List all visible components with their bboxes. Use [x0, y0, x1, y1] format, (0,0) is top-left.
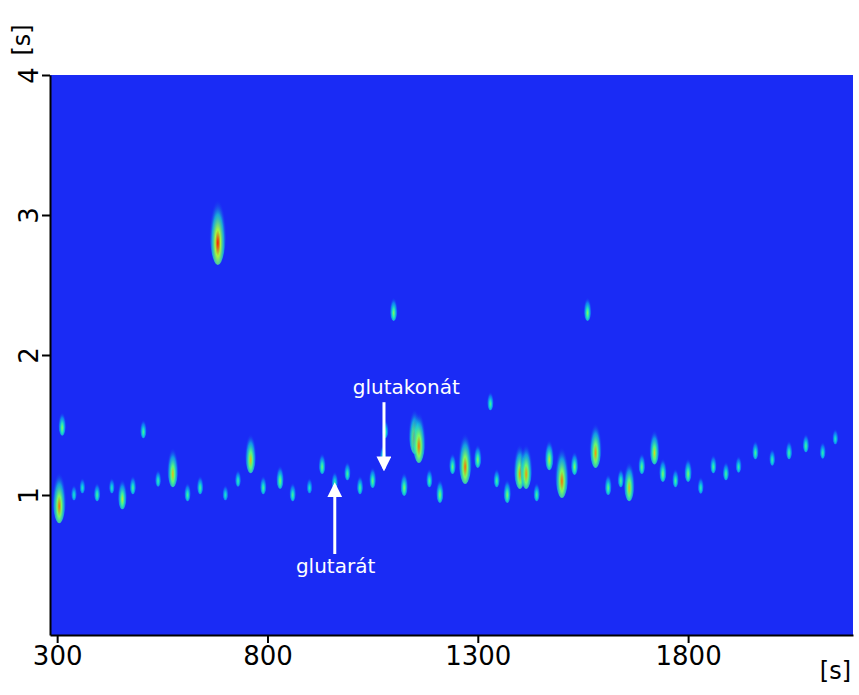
peak	[167, 434, 179, 487]
peak	[129, 469, 137, 494]
peak	[344, 455, 352, 480]
peak	[555, 430, 570, 498]
peak	[819, 436, 826, 459]
peak	[389, 289, 398, 321]
annotations: glutarát glutakonát	[296, 375, 460, 578]
annotation-arrow	[333, 485, 336, 554]
peak	[400, 464, 409, 496]
peak	[697, 471, 704, 494]
peak	[245, 420, 257, 473]
plot-background	[50, 75, 853, 635]
tick-label: 1300	[445, 641, 511, 671]
peak	[93, 476, 101, 501]
y-axis: 1 2 3 4	[14, 67, 51, 635]
tick-label: 300	[33, 641, 83, 671]
annotation-label: glutarát	[296, 554, 376, 578]
peak	[52, 455, 67, 523]
tick: 300	[33, 635, 83, 671]
peak	[449, 446, 457, 474]
peak	[672, 462, 680, 487]
tick-label: 1800	[656, 641, 722, 671]
peak	[356, 469, 364, 494]
peak	[196, 469, 204, 494]
peak	[117, 469, 127, 510]
axis-title: [s]	[8, 24, 36, 55]
x-axis: 300 800 1300 1800	[33, 635, 854, 671]
peak	[802, 427, 810, 452]
peak	[722, 455, 730, 480]
peak	[589, 408, 602, 468]
peak	[306, 473, 313, 494]
annotation-arrow	[382, 402, 385, 468]
peak	[638, 446, 646, 474]
peak	[493, 462, 501, 487]
peak	[735, 450, 742, 473]
chart: 300 800 1300 1800 1 2 3 4 [s] [s] glutarát glutakon…	[0, 0, 859, 695]
tick-label: 3	[14, 207, 44, 224]
peak	[184, 476, 192, 501]
peak	[752, 434, 760, 459]
peak	[785, 434, 793, 459]
peak	[58, 404, 67, 436]
tick: 800	[243, 635, 293, 671]
peak	[140, 413, 148, 438]
peak	[570, 443, 579, 475]
peak	[412, 395, 427, 463]
peak	[426, 462, 434, 487]
peak	[659, 450, 668, 482]
tick: 1800	[656, 635, 722, 671]
tick: 3	[14, 207, 50, 224]
peak	[260, 469, 268, 494]
peak	[369, 460, 377, 488]
peak	[649, 418, 660, 464]
tick: 1	[14, 487, 50, 504]
peak	[519, 429, 532, 489]
peak	[289, 476, 297, 501]
peak	[209, 177, 227, 265]
peak	[710, 448, 718, 473]
peak	[533, 476, 541, 501]
peak	[108, 473, 115, 494]
tick: 2	[14, 347, 50, 364]
tick-label: 800	[243, 641, 293, 671]
peak	[222, 480, 229, 501]
peak	[155, 464, 162, 487]
tick-label: 4	[14, 67, 44, 84]
peak	[71, 480, 78, 501]
tick-label: 2	[14, 347, 44, 364]
peak	[583, 289, 592, 321]
plot-area	[52, 177, 839, 523]
tick-label: 1	[14, 487, 44, 504]
tick: 1300	[445, 635, 511, 671]
peak	[234, 464, 241, 487]
tick: 4	[14, 67, 50, 84]
peak	[318, 446, 326, 474]
peak	[832, 424, 839, 445]
peak	[458, 416, 473, 484]
peak	[487, 385, 495, 410]
peak	[769, 443, 776, 466]
peak	[604, 467, 612, 495]
peak	[623, 448, 635, 501]
peak	[473, 436, 482, 468]
peak	[544, 429, 554, 470]
peak	[79, 473, 86, 494]
peak	[503, 471, 512, 503]
peak	[276, 457, 285, 489]
axis-title: [s]	[820, 657, 851, 685]
peak	[684, 450, 693, 482]
annotation-label: glutakonát	[353, 375, 460, 399]
axis-line	[51, 635, 854, 637]
peak	[436, 471, 445, 503]
